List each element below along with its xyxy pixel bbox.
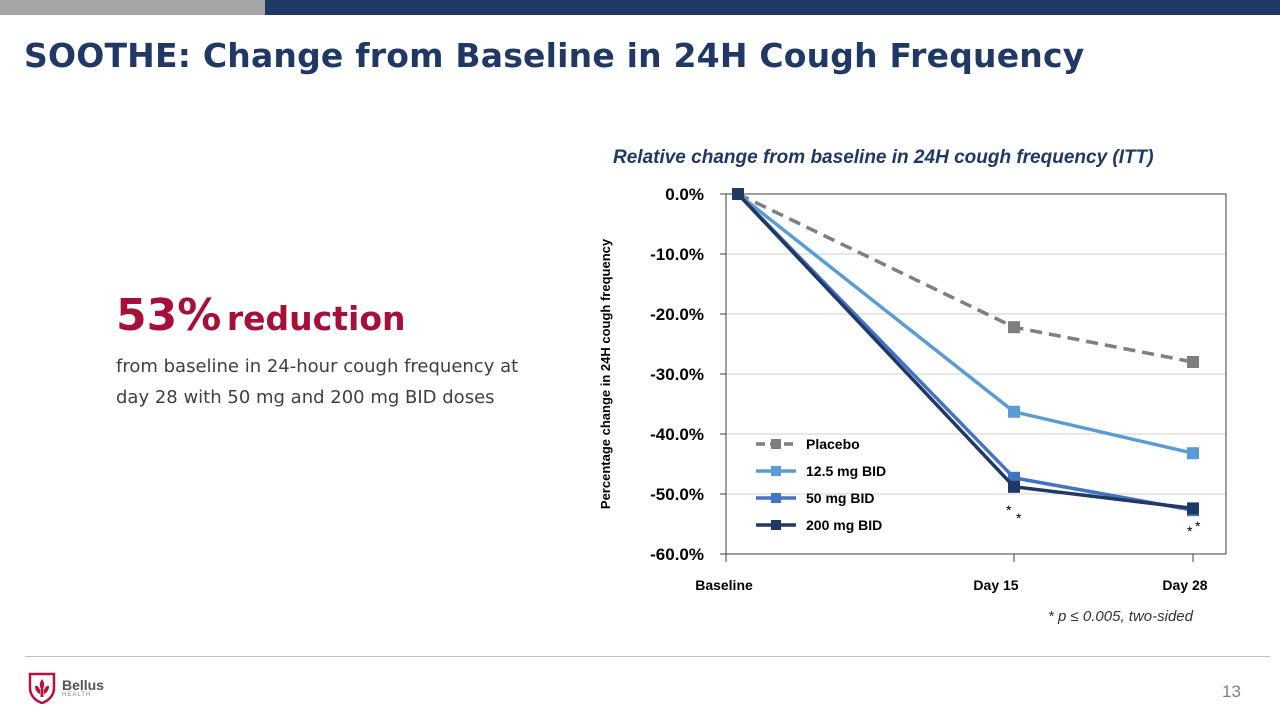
slide-title: SOOTHE: Change from Baseline in 24H Coug…	[24, 36, 1085, 75]
x-tick-label: Baseline	[695, 577, 753, 593]
y-tick-label: -50.0%	[650, 485, 704, 504]
data-point	[1187, 447, 1199, 460]
y-tick-label: -20.0%	[650, 305, 704, 324]
legend-label: 50 mg BID	[806, 490, 874, 506]
top-accent-bar-gray	[0, 0, 265, 15]
page-number: 13	[1222, 682, 1241, 701]
legend-marker	[771, 520, 781, 530]
y-tick-label: -60.0%	[650, 545, 704, 564]
significance-footnote: * p ≤ 0.005, two-sided	[1048, 608, 1193, 625]
data-point	[1008, 405, 1020, 418]
legend-label: 12.5 mg BID	[806, 463, 886, 479]
footer-divider	[25, 656, 1270, 657]
significance-marker: *	[1006, 502, 1012, 518]
data-point	[1187, 502, 1199, 515]
y-tick-label: -30.0%	[650, 365, 704, 384]
x-tick-label: Day 15	[973, 577, 1018, 593]
logo-subtext: HEALTH	[62, 692, 92, 698]
logo-name: Bellus	[62, 677, 105, 693]
y-tick-label: -10.0%	[650, 245, 704, 264]
plot-area	[725, 193, 1227, 555]
data-point	[732, 188, 744, 200]
x-tick-label: Day 28	[1162, 577, 1207, 593]
series-line	[736, 192, 1194, 511]
top-accent-bar-navy	[265, 0, 1280, 15]
legend-marker	[771, 493, 781, 503]
significance-marker: *	[1195, 518, 1201, 534]
headline-stat: 53% reduction	[116, 290, 406, 341]
line-chart: 0.0% -10.0% -20.0% -30.0% -40.0% -50.0% -60.0%…	[598, 185, 1227, 593]
y-tick-label: -40.0%	[650, 425, 704, 444]
legend-marker	[771, 439, 781, 449]
data-point	[1008, 480, 1020, 493]
legend-marker	[771, 466, 781, 476]
headline-description: from baseline in 24-hour cough frequency…	[116, 356, 519, 408]
headline-number: 53%	[116, 290, 222, 341]
legend-label: Placebo	[806, 436, 860, 452]
chart-title: Relative change from baseline in 24H cou…	[613, 147, 1154, 168]
legend-label: 200 mg BID	[806, 517, 882, 533]
fleur-de-lis-shield-icon	[28, 672, 56, 704]
company-logo: Bellus HEALTH	[28, 672, 104, 704]
y-axis-label: Percentage change in 24H cough frequency	[598, 238, 613, 509]
headline-word: reduction	[226, 299, 406, 338]
significance-marker: *	[1187, 523, 1193, 539]
y-tick-label: 0.0%	[665, 185, 704, 204]
series-line	[737, 192, 1194, 364]
data-point	[1008, 321, 1020, 334]
significance-marker: *	[1016, 510, 1022, 526]
series-line	[736, 192, 1194, 455]
data-point	[1187, 356, 1199, 368]
